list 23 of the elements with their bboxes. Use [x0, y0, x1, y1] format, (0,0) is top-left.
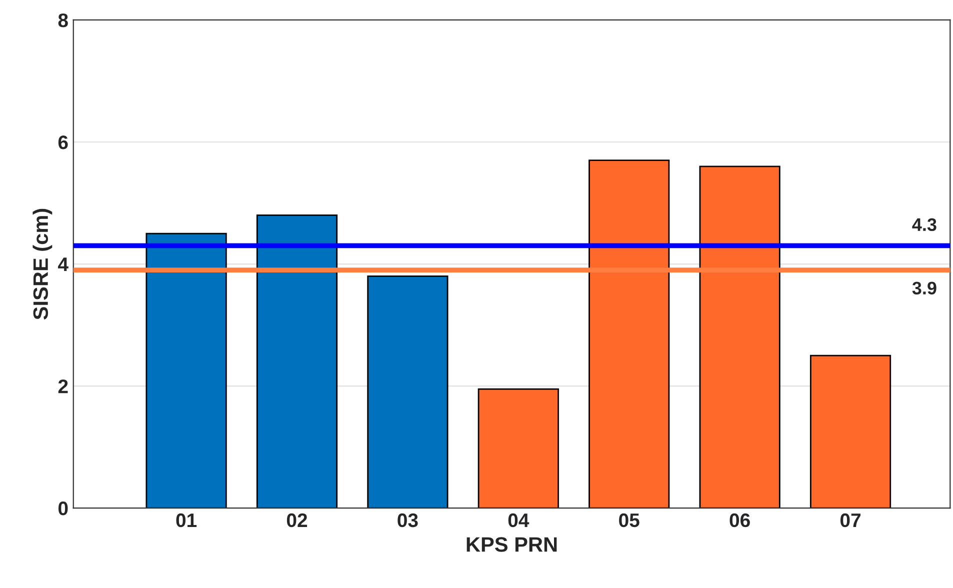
x-tick-label: 07 — [840, 513, 860, 528]
bar — [478, 388, 559, 508]
ref-line-label: 4.3 — [912, 218, 936, 232]
bar — [699, 166, 780, 508]
y-tick-label: 0 — [58, 502, 68, 516]
y-tick-label: 6 — [58, 135, 68, 150]
y-tick-label: 4 — [58, 258, 68, 272]
x-tick-label: 01 — [176, 513, 197, 528]
x-tick-label: 04 — [508, 513, 530, 528]
x-tick-label: 03 — [398, 513, 418, 528]
bar — [810, 354, 892, 508]
bar — [256, 214, 338, 508]
y-tick-label: 2 — [58, 379, 68, 394]
bar — [588, 160, 670, 508]
x-tick-label: 02 — [286, 513, 308, 528]
x-tick-label: 05 — [619, 513, 640, 528]
bar — [146, 232, 227, 508]
y-axis-title: SISRE (cm) — [32, 208, 52, 320]
ref-line-label: 3.9 — [912, 282, 936, 295]
y-tick-label: 8 — [58, 13, 68, 28]
bar — [367, 276, 448, 508]
x-axis-title: KPS PRN — [466, 537, 557, 552]
x-tick-label: 06 — [730, 513, 750, 528]
